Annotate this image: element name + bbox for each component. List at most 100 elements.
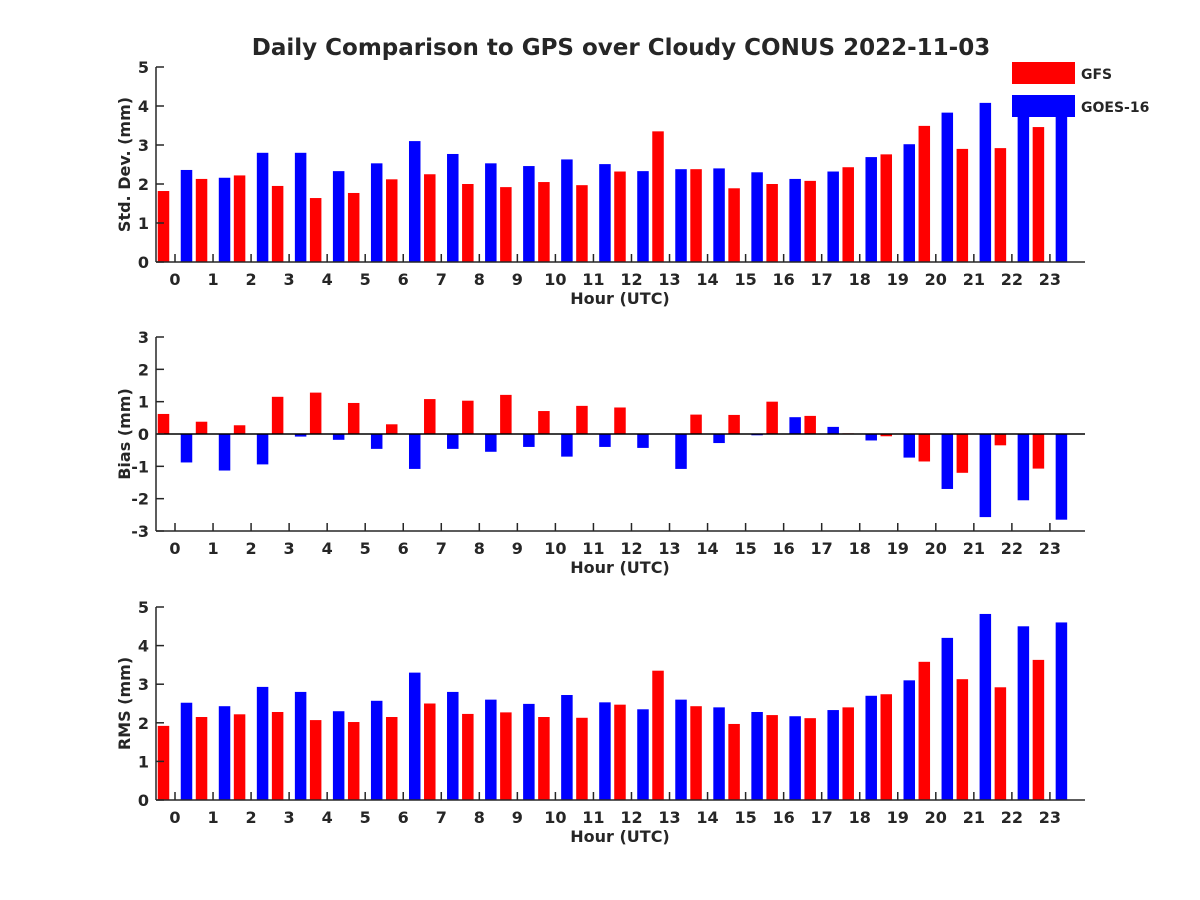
x-tick-label: 2 [246,270,257,289]
bar-goes-16-hour-17 [827,426,839,434]
bar-gfs-hour-1 [195,178,208,262]
legend-swatch-goes-16 [1012,95,1075,117]
x-tick-label: 5 [360,539,371,558]
bar-gfs-hour-0 [157,725,170,800]
bar-gfs-hour-22 [994,687,1007,800]
y-tick-label: 2 [138,360,149,379]
bar-goes-16-hour-0 [180,702,193,800]
bar-goes-16-hour-12 [637,434,649,448]
x-tick-label: 6 [398,808,409,827]
bar-goes-16-hour-1 [218,177,231,262]
bar-goes-16-hour-5 [370,434,383,449]
y-tick-label: 3 [138,136,149,155]
bar-goes-16-hour-19 [903,434,916,458]
bar-gfs-hour-12 [614,407,626,434]
bar-gfs-hour-11 [576,717,588,800]
bar-goes-16-hour-11 [599,702,611,800]
bar-goes-16-hour-14 [713,434,725,444]
bar-gfs-hour-14 [690,169,702,262]
y-tick-label: -3 [131,522,149,541]
bar-goes-16-hour-10 [561,159,573,262]
x-tick-label: 9 [512,539,523,558]
x-tick-label: 8 [474,270,485,289]
x-tick-label: 7 [436,270,447,289]
bar-gfs-hour-15 [728,723,740,800]
bar-gfs-hour-18 [842,707,854,800]
bar-gfs-hour-14 [690,414,702,434]
x-tick-label: 6 [398,539,409,558]
y-axis-label: RMS (mm) [115,657,134,750]
legend: GFS GOES-16 [1012,62,1149,117]
x-tick-label: 18 [849,808,871,827]
x-tick-label: 13 [658,539,680,558]
x-tick-label: 5 [360,808,371,827]
bar-goes-16-hour-13 [675,434,687,469]
bar-gfs-hour-12 [614,171,626,262]
x-tick-label: 23 [1039,270,1061,289]
x-tick-label: 21 [963,270,985,289]
x-tick-label: 20 [925,270,947,289]
bar-goes-16-hour-14 [713,707,725,800]
bar-goes-16-hour-11 [599,434,611,447]
bar-gfs-hour-0 [157,413,170,434]
x-tick-label: 13 [658,270,680,289]
y-tick-label: 1 [138,393,149,412]
y-axis-label: Std. Dev. (mm) [115,97,134,232]
bar-goes-16-hour-16 [789,178,801,262]
bar-goes-16-hour-15 [751,711,763,800]
x-tick-label: 18 [849,270,871,289]
x-tick-label: 9 [512,808,523,827]
bar-goes-16-hour-5 [370,163,383,262]
y-tick-label: 2 [138,714,149,733]
x-tick-label: 8 [474,539,485,558]
bar-gfs-hour-20 [918,434,931,462]
x-tick-label: 8 [474,808,485,827]
x-tick-label: 23 [1039,539,1061,558]
y-tick-label: 0 [138,425,149,444]
bar-goes-16-hour-6 [408,672,421,800]
bar-goes-16-hour-15 [751,172,763,262]
bar-gfs-hour-22 [994,434,1007,446]
x-tick-label: 11 [582,808,604,827]
y-tick-label: 4 [138,97,149,116]
bar-gfs-hour-5 [347,402,360,434]
y-tick-label: 2 [138,175,149,194]
x-tick-label: 10 [544,808,566,827]
bar-goes-16-hour-20 [941,434,954,489]
y-tick-label: -2 [131,490,149,509]
legend-swatch-gfs [1012,62,1075,84]
x-tick-label: 17 [811,539,833,558]
x-tick-label: 12 [620,808,642,827]
bar-goes-16-hour-7 [447,153,459,262]
bar-goes-16-hour-1 [218,706,231,800]
bar-gfs-hour-23 [1032,659,1045,800]
x-tick-label: 12 [620,270,642,289]
y-tick-label: 1 [138,214,149,233]
bar-goes-16-hour-18 [865,157,877,262]
x-tick-label: 1 [207,808,218,827]
bar-gfs-hour-1 [195,717,208,800]
bar-gfs-hour-23 [1032,434,1045,469]
bar-goes-16-hour-6 [408,141,421,262]
bar-goes-16-hour-22 [1017,434,1030,501]
y-tick-label: 5 [138,598,149,617]
bar-goes-16-hour-23 [1055,107,1068,262]
x-tick-label: 0 [169,270,180,289]
bar-gfs-hour-2 [233,714,246,800]
x-tick-label: 14 [696,539,718,558]
x-tick-label: 22 [1001,808,1023,827]
x-tick-label: 4 [322,270,333,289]
bar-gfs-hour-8 [462,400,474,434]
bar-goes-16-hour-8 [485,699,497,800]
x-tick-label: 16 [773,539,795,558]
legend-label-gfs: GFS [1081,67,1112,83]
bar-goes-16-hour-21 [979,102,992,262]
x-tick-label: 13 [658,808,680,827]
x-axis-label: Hour (UTC) [570,289,670,308]
bar-gfs-hour-4 [309,720,322,800]
bar-gfs-hour-10 [538,182,550,262]
bar-gfs-hour-2 [233,175,246,262]
